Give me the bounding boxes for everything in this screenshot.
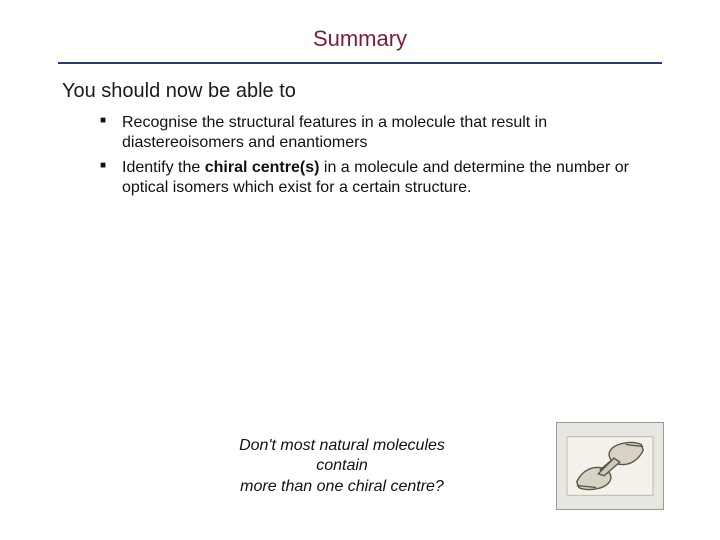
page-title: Summary <box>0 0 720 52</box>
bullet-text: Recognise the structural features in a m… <box>122 114 547 151</box>
bullet-list: Recognise the structural features in a m… <box>100 113 648 199</box>
drawing-hands-icon <box>556 422 664 510</box>
title-rule <box>58 62 662 64</box>
quote-line: Don't most natural molecules <box>239 437 445 454</box>
list-item: Recognise the structural features in a m… <box>100 113 648 154</box>
bullet-bold: chiral centre(s) <box>205 159 320 176</box>
quote-line: more than one chiral centre? <box>240 478 444 495</box>
quote-line: contain <box>316 457 368 474</box>
bullet-text: Identify the <box>122 159 205 176</box>
list-item: Identify the chiral centre(s) in a molec… <box>100 158 648 199</box>
intro-text: You should now be able to <box>62 80 720 103</box>
quote-text: Don't most natural molecules contain mor… <box>192 436 492 498</box>
